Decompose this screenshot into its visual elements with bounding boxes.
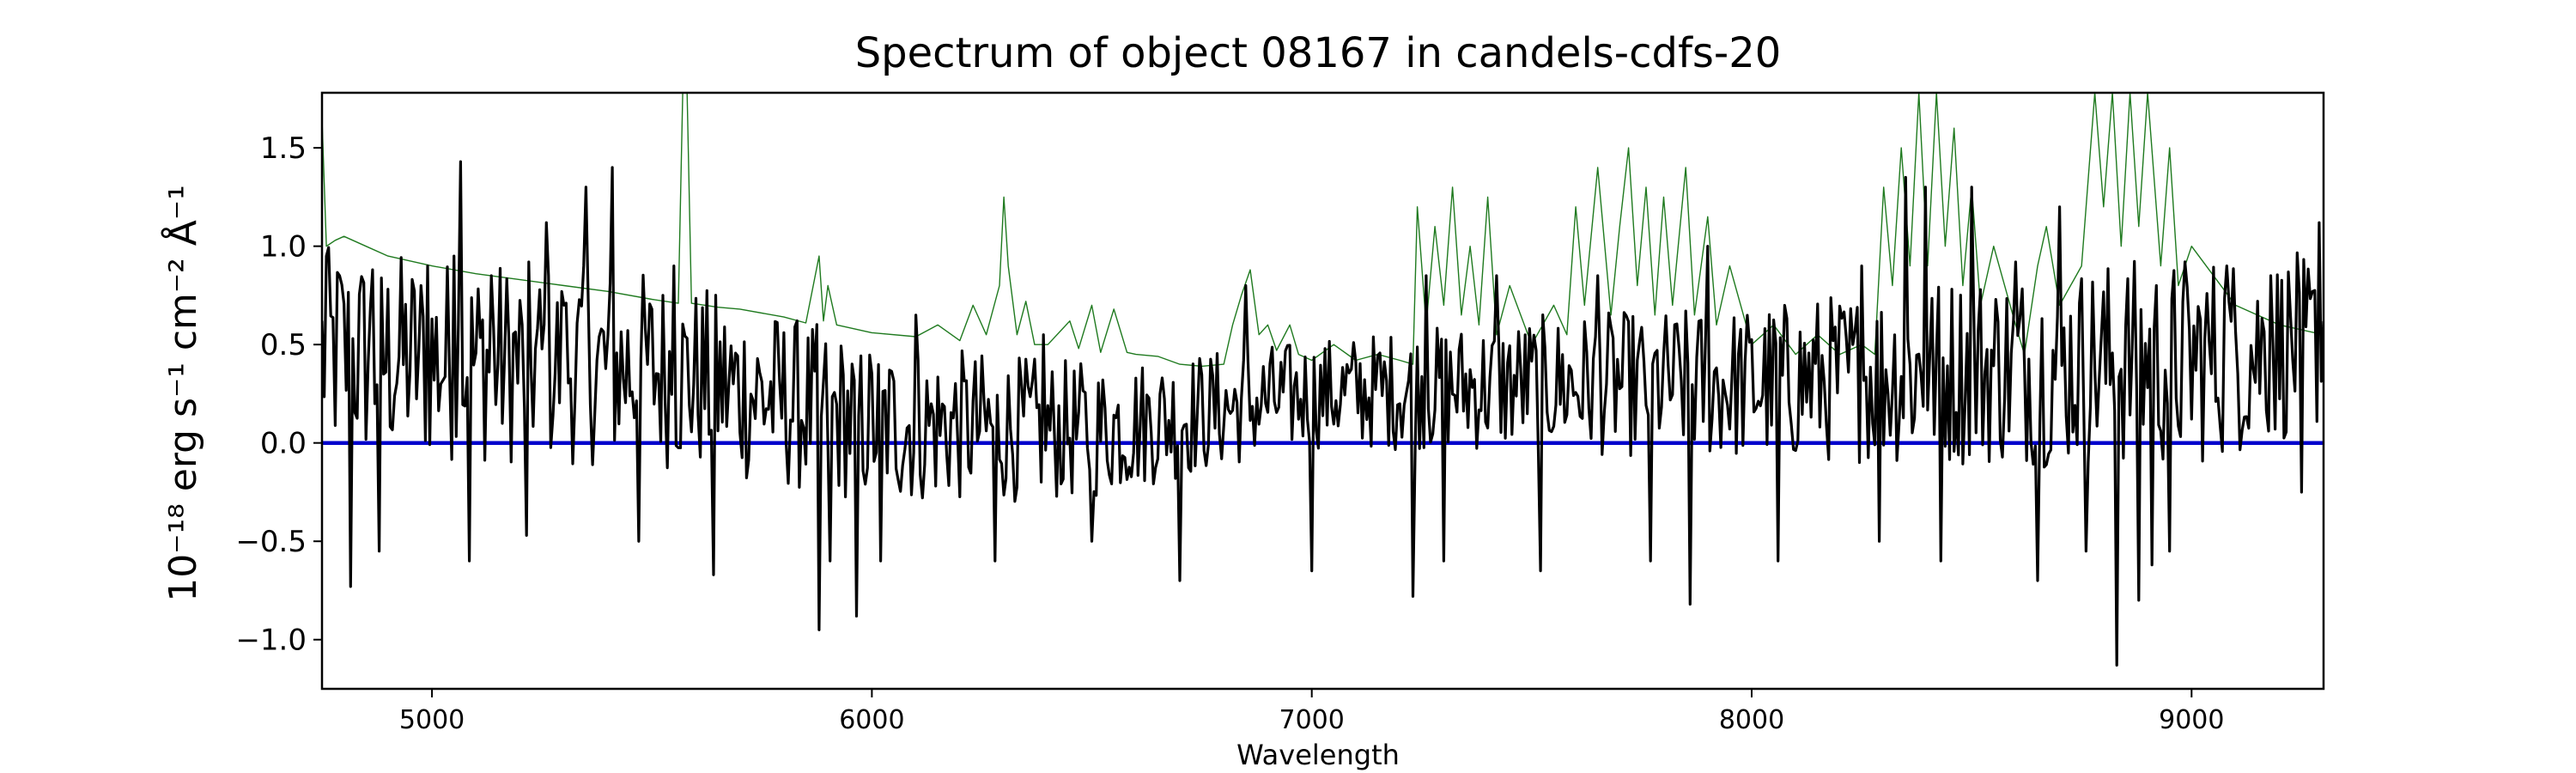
y-axis-ticks: −1.0 −0.5 0.0 0.5 1.0 1.5 xyxy=(235,131,322,658)
x-tick-label: 6000 xyxy=(839,705,904,735)
y-tick-label: 1.5 xyxy=(260,131,307,166)
y-tick-label: −0.5 xyxy=(235,525,307,559)
x-tick-label: 5000 xyxy=(399,705,465,735)
y-tick-label: 0.5 xyxy=(260,328,307,362)
y-tick-label: 0.0 xyxy=(260,427,307,461)
x-tick-label: 7000 xyxy=(1279,705,1345,735)
x-axis-ticks: 5000 6000 7000 8000 9000 xyxy=(399,689,2224,735)
y-tick-label: 1.0 xyxy=(260,230,307,265)
observed-spectrum-line xyxy=(322,160,2324,667)
plot-series xyxy=(322,93,2324,667)
x-axis-label: Wavelength xyxy=(1236,739,1400,771)
chart-title: Spectrum of object 08167 in candels-cdfs… xyxy=(855,29,1782,77)
y-axis-label: 10⁻¹⁸ erg s⁻¹ cm⁻² Å⁻¹ xyxy=(160,185,205,601)
x-tick-label: 8000 xyxy=(1719,705,1784,735)
x-tick-label: 9000 xyxy=(2159,705,2224,735)
y-tick-label: −1.0 xyxy=(235,624,307,658)
plot-frame xyxy=(320,91,2325,691)
